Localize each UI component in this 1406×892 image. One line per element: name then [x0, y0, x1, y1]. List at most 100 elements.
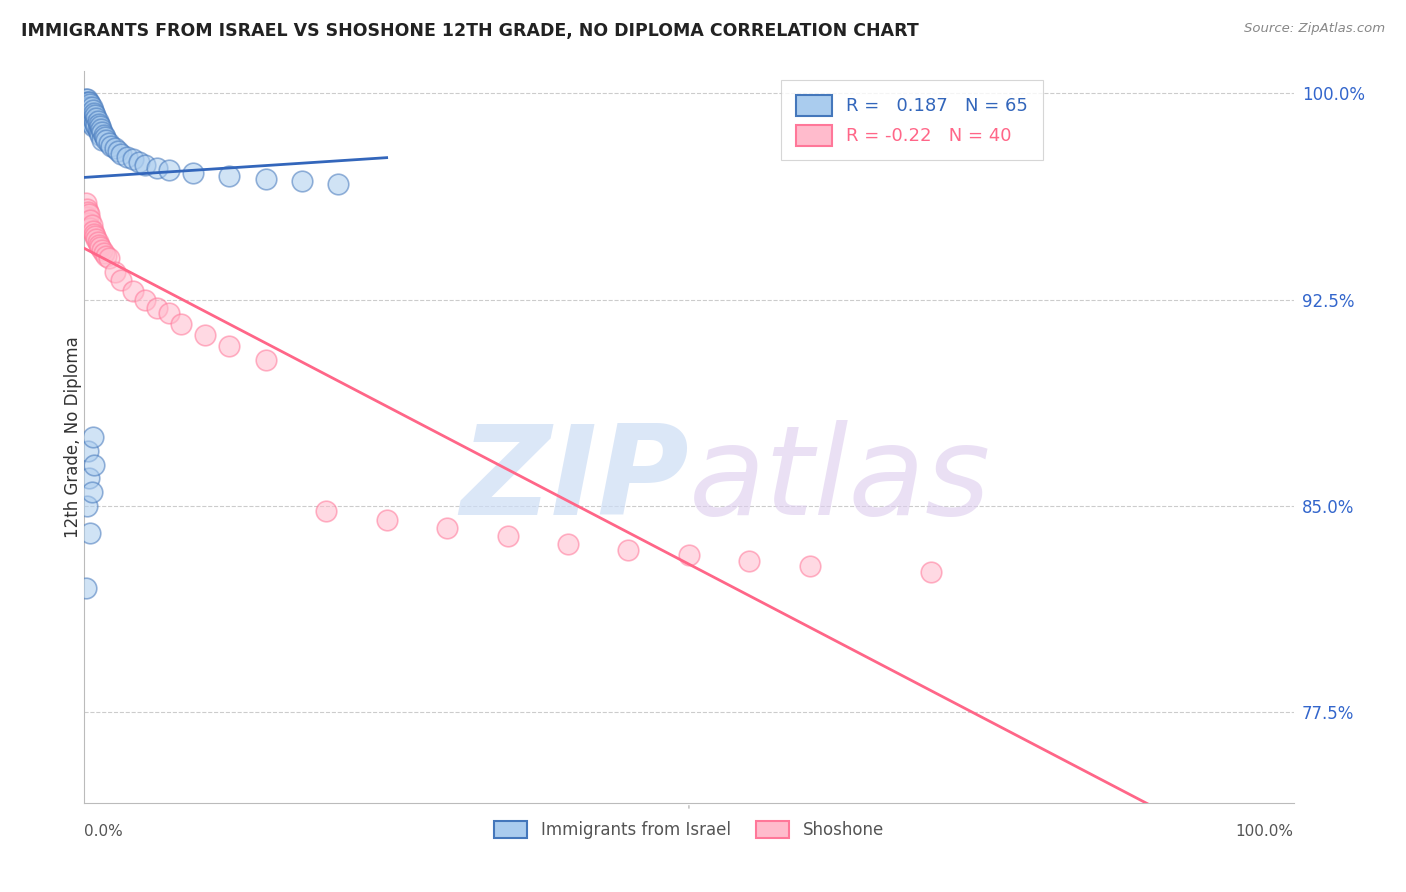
Point [83, 113, 105, 128]
Point [75, 92, 97, 106]
Point [83, 227, 105, 241]
Point [86, 232, 108, 246]
Point [80, 219, 103, 233]
Point [79, 105, 101, 120]
Point [134, 293, 156, 307]
Point [436, 521, 458, 535]
Point [90, 122, 112, 136]
Point [121, 285, 143, 299]
Point [77, 95, 100, 109]
Point [218, 339, 240, 353]
Point [77, 207, 100, 221]
Point [97, 252, 120, 266]
Point [315, 504, 337, 518]
Point [79, 526, 101, 541]
Point [617, 542, 640, 557]
Point [76, 499, 98, 513]
Point [86, 235, 108, 249]
Point [86, 111, 108, 125]
Point [104, 265, 127, 279]
Point [104, 141, 127, 155]
Text: Source: ZipAtlas.com: Source: ZipAtlas.com [1244, 22, 1385, 36]
Point [107, 144, 129, 158]
Point [79, 113, 101, 128]
Point [87, 237, 110, 252]
Point [218, 169, 240, 183]
Point [115, 150, 138, 164]
Point [83, 458, 105, 472]
Point [76, 97, 98, 112]
Point [77, 113, 100, 128]
Point [110, 273, 132, 287]
Point [79, 212, 101, 227]
Point [100, 138, 122, 153]
Point [557, 537, 579, 551]
Point [77, 204, 100, 219]
Point [89, 120, 111, 134]
Point [254, 353, 277, 368]
Point [77, 100, 100, 114]
Point [77, 216, 100, 230]
Point [84, 229, 107, 244]
Point [146, 301, 169, 315]
Point [76, 103, 98, 117]
Point [799, 559, 821, 574]
Point [80, 100, 103, 114]
Point [76, 210, 98, 224]
Point [254, 171, 277, 186]
Text: 100.0%: 100.0% [1236, 823, 1294, 838]
Point [157, 306, 180, 320]
Point [79, 97, 101, 112]
Point [194, 328, 217, 343]
Point [76, 202, 98, 216]
Point [920, 565, 942, 579]
Point [77, 108, 100, 122]
Point [89, 128, 111, 142]
Point [83, 105, 105, 120]
Point [87, 117, 110, 131]
Point [93, 245, 115, 260]
Text: atlas: atlas [689, 420, 991, 541]
Point [82, 224, 104, 238]
Point [76, 105, 98, 120]
Point [93, 128, 115, 142]
Point [94, 133, 117, 147]
Point [94, 130, 117, 145]
Point [84, 117, 107, 131]
Point [84, 108, 107, 122]
Point [375, 512, 398, 526]
Point [75, 95, 97, 109]
Point [170, 318, 193, 332]
Point [82, 103, 104, 117]
Point [86, 122, 108, 136]
Point [77, 100, 100, 114]
Point [82, 120, 104, 134]
Point [82, 111, 104, 125]
Point [75, 582, 97, 596]
Point [76, 92, 98, 106]
Point [97, 136, 120, 150]
Point [91, 133, 114, 147]
Point [496, 529, 519, 543]
Point [157, 163, 180, 178]
Point [328, 177, 350, 191]
Point [77, 471, 100, 485]
Point [91, 125, 114, 139]
Point [80, 485, 103, 500]
Point [77, 105, 100, 120]
Point [91, 243, 114, 257]
Point [110, 146, 132, 161]
Point [146, 161, 169, 175]
Point [89, 240, 111, 254]
Point [82, 430, 104, 444]
Point [87, 125, 110, 139]
Point [77, 111, 100, 125]
Text: 0.0%: 0.0% [84, 823, 124, 838]
Point [77, 443, 100, 458]
Point [121, 153, 143, 167]
Point [738, 554, 761, 568]
Point [86, 113, 108, 128]
Point [128, 155, 150, 169]
Text: ZIP: ZIP [460, 420, 689, 541]
Point [181, 166, 204, 180]
